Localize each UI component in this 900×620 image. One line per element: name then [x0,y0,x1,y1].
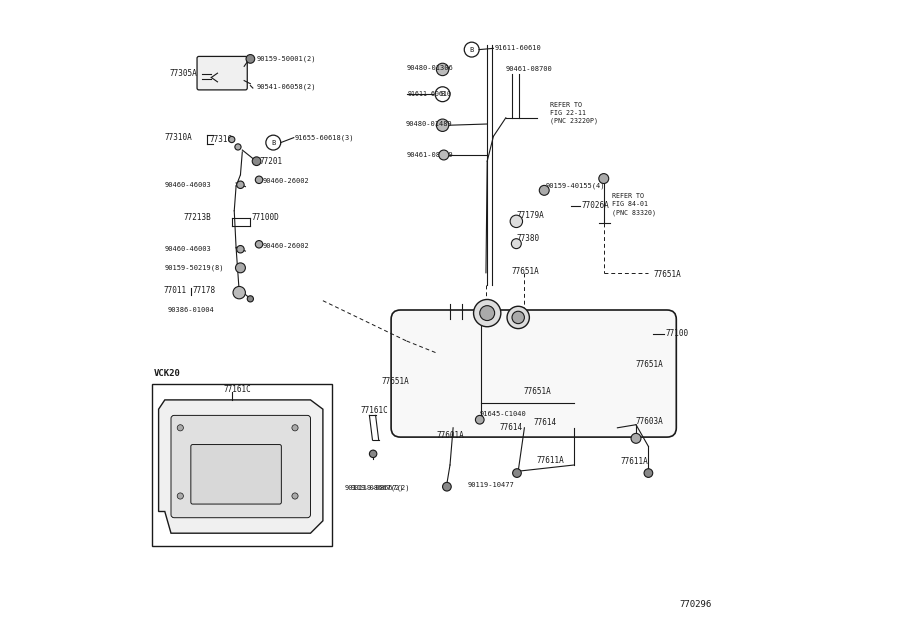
Circle shape [511,239,521,249]
Circle shape [235,144,241,150]
Circle shape [292,425,298,431]
Circle shape [436,63,449,76]
Text: 77651A: 77651A [653,270,681,278]
FancyBboxPatch shape [392,310,676,437]
Text: 90460-26002: 90460-26002 [263,178,310,184]
Text: 770296: 770296 [680,600,712,609]
Text: 90461-08700: 90461-08700 [506,66,553,73]
Text: 90460-46003: 90460-46003 [165,246,211,252]
Text: REFER TO
FIG 84-01
(PNC 83320): REFER TO FIG 84-01 (PNC 83320) [612,193,656,216]
Text: B: B [440,91,445,97]
FancyBboxPatch shape [197,56,248,90]
Text: 77305A: 77305A [170,69,197,78]
Text: 90159-50001(2): 90159-50001(2) [256,56,316,62]
Text: 90460-26002: 90460-26002 [263,242,310,249]
Circle shape [598,174,608,184]
Text: 77651A: 77651A [382,377,410,386]
Text: 77611A: 77611A [620,458,648,466]
Circle shape [237,246,244,253]
Circle shape [443,482,451,491]
Circle shape [237,181,244,188]
Circle shape [436,119,449,131]
Text: 77380: 77380 [517,234,540,243]
Text: 77213B: 77213B [184,213,212,221]
Circle shape [292,493,298,499]
Text: 91645-C1040: 91645-C1040 [480,411,526,417]
Text: 77026A: 77026A [581,202,609,210]
Circle shape [256,241,263,248]
Text: 90480-01489: 90480-01489 [405,121,452,127]
Text: 77316: 77316 [210,135,232,144]
Text: 90460-46003: 90460-46003 [165,182,211,188]
Circle shape [507,306,529,329]
Circle shape [369,450,377,458]
Circle shape [510,215,523,228]
Text: 77100D: 77100D [252,213,279,221]
Polygon shape [158,400,323,533]
Circle shape [480,306,495,321]
FancyBboxPatch shape [171,415,310,518]
Text: 91611-60610: 91611-60610 [495,45,542,51]
Circle shape [539,185,549,195]
Circle shape [229,136,235,143]
Circle shape [473,299,500,327]
Text: 90119-08667(2): 90119-08667(2) [351,485,410,491]
Circle shape [246,55,255,63]
FancyBboxPatch shape [191,445,282,504]
Circle shape [475,415,484,424]
Text: 90541-06058(2): 90541-06058(2) [256,84,316,90]
Circle shape [252,157,261,166]
Text: 77178: 77178 [193,286,216,294]
Circle shape [236,263,246,273]
Text: 77611A: 77611A [536,456,564,464]
Text: 77310A: 77310A [165,133,193,142]
Text: VCK20: VCK20 [154,369,181,378]
Text: 77161C: 77161C [360,406,388,415]
FancyBboxPatch shape [152,384,332,546]
Text: 77601A: 77601A [436,431,464,440]
Circle shape [513,469,521,477]
Text: 90480-01306: 90480-01306 [407,65,454,71]
Polygon shape [400,384,444,422]
Circle shape [248,296,254,302]
Text: 90386-01004: 90386-01004 [168,307,215,313]
Text: 77651A: 77651A [636,360,664,369]
Text: 90159-40155(4): 90159-40155(4) [546,183,606,189]
Text: 77614: 77614 [534,418,557,427]
Circle shape [644,469,652,477]
Text: 77100: 77100 [665,329,688,338]
Text: 90461-08699: 90461-08699 [407,152,454,158]
Text: 77011: 77011 [164,286,186,294]
Text: 77651A: 77651A [512,267,540,276]
Text: 77161C: 77161C [224,385,251,394]
Text: REFER TO
FIG 22-11
(PNC 23220P): REFER TO FIG 22-11 (PNC 23220P) [551,102,598,124]
Text: 91655-60618(3): 91655-60618(3) [295,135,355,141]
Text: 90119-08667(2): 90119-08667(2) [345,485,404,491]
Text: 77179A: 77179A [517,211,544,220]
Text: 77614: 77614 [500,423,523,432]
Circle shape [177,425,184,431]
Text: 91611-60610: 91611-60610 [408,91,452,97]
Circle shape [256,176,263,184]
Text: 77603A: 77603A [636,417,664,426]
Text: 90159-50219(8): 90159-50219(8) [165,265,224,271]
Circle shape [233,286,246,299]
Text: 77201: 77201 [260,157,283,166]
Text: 90119-10477: 90119-10477 [467,482,514,488]
Circle shape [512,311,525,324]
Text: B: B [470,46,473,53]
Circle shape [631,433,641,443]
Text: 77651A: 77651A [523,388,551,396]
Text: B: B [271,140,275,146]
Circle shape [439,150,449,160]
Circle shape [177,493,184,499]
